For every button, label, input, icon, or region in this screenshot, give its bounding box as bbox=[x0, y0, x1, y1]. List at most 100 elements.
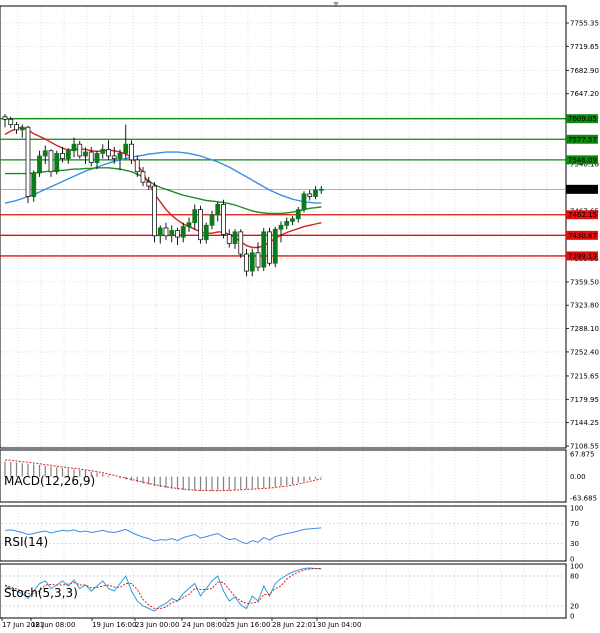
bear-candle bbox=[111, 155, 117, 160]
price-tick-label: 7755.35 bbox=[570, 20, 599, 28]
stoch-label: Stoch(5,3,3) bbox=[4, 586, 78, 600]
price-tick-label: 7323.80 bbox=[570, 302, 599, 310]
bear-candle bbox=[8, 118, 14, 125]
bear-candle bbox=[129, 143, 134, 161]
chart-shift-marker-icon[interactable] bbox=[333, 2, 339, 6]
bull-candle bbox=[284, 220, 290, 226]
bear-candle bbox=[267, 231, 272, 264]
stoch-panel[interactable]: Stoch(5,3,3) bbox=[0, 563, 567, 619]
bear-candle bbox=[106, 149, 111, 157]
bear-candle bbox=[146, 181, 152, 187]
price-tick-label: 7215.65 bbox=[570, 372, 599, 380]
bear-candle bbox=[140, 171, 146, 183]
bear-candle bbox=[163, 227, 169, 237]
bull-candle bbox=[215, 203, 221, 216]
bull-candle bbox=[65, 150, 71, 160]
time-tick-label: 23 Jun 00:00 bbox=[135, 621, 179, 629]
resistance-price-tag bbox=[566, 114, 598, 124]
stoch-tick-label: 100 bbox=[570, 563, 583, 571]
bull-candle bbox=[192, 209, 198, 224]
bear-candle bbox=[134, 159, 140, 173]
bull-candle bbox=[249, 252, 255, 272]
bear-candle bbox=[88, 151, 94, 163]
stoch-tick-label: 20 bbox=[570, 603, 579, 611]
macd-tick-label: 0.00 bbox=[570, 473, 586, 481]
bull-candle bbox=[272, 228, 278, 264]
price-tick-label: 7108.55 bbox=[570, 443, 599, 451]
time-tick-label: 18 Jun 08:00 bbox=[31, 621, 75, 629]
stoch-signal-line bbox=[4, 568, 322, 609]
bull-candle bbox=[94, 152, 100, 163]
bear-candle bbox=[25, 126, 31, 197]
support-price-label: 7462.15 bbox=[568, 211, 597, 219]
rsi-axis: 100 70 30 0 bbox=[570, 505, 583, 564]
bull-candle bbox=[301, 193, 307, 211]
price-tick-label: 7647.20 bbox=[570, 90, 599, 98]
main-panel[interactable] bbox=[0, 5, 567, 449]
bear-candle bbox=[226, 234, 232, 245]
time-tick-label: 28 Jun 22:01 bbox=[272, 621, 316, 629]
bull-candle bbox=[318, 188, 324, 191]
stoch-tick-label: 80 bbox=[570, 573, 579, 581]
rsi-plot bbox=[1, 522, 565, 545]
time-tick-label: 17 Jun 2021 bbox=[2, 621, 44, 629]
bull-candle bbox=[19, 126, 25, 131]
macd-panel[interactable]: MACD(12,26,9) bbox=[0, 449, 567, 503]
macd-signal-line bbox=[4, 459, 322, 492]
rsi-panel[interactable]: RSI(14) bbox=[0, 505, 567, 562]
support-price-tag bbox=[566, 251, 598, 261]
price-tick-label: 7719.65 bbox=[570, 43, 599, 51]
time-tick-label: 30 Jun 04:00 bbox=[317, 621, 361, 629]
bull-candle bbox=[232, 231, 238, 245]
rsi-tick-label: 100 bbox=[570, 505, 583, 513]
stoch-tick-label: 0 bbox=[570, 613, 574, 621]
bear-candle bbox=[307, 193, 313, 197]
bear-candle bbox=[77, 143, 83, 157]
bear-candle bbox=[198, 209, 203, 241]
support-price-label: 7399.19 bbox=[568, 252, 597, 260]
bull-candle bbox=[117, 152, 123, 160]
horizontal-levels bbox=[0, 118, 566, 257]
bull-candle bbox=[123, 143, 129, 154]
bear-candle bbox=[175, 230, 180, 238]
main-grid bbox=[1, 7, 565, 447]
price-axis: 7755.357719.657682.907647.207611.457540.… bbox=[566, 20, 599, 451]
bull-candle bbox=[169, 230, 175, 237]
bull-candle bbox=[31, 172, 37, 197]
bull-candle bbox=[203, 224, 209, 241]
support-price-tag bbox=[566, 210, 598, 220]
candlesticks bbox=[2, 114, 324, 277]
bear-candle bbox=[60, 152, 65, 160]
bull-candle bbox=[313, 189, 318, 197]
bull-candle bbox=[83, 151, 88, 157]
bull-candle bbox=[157, 227, 163, 237]
current-price-label: 7501.00 bbox=[568, 186, 597, 194]
bull-candle bbox=[186, 222, 192, 228]
bear-candle bbox=[2, 116, 8, 120]
bear-candle bbox=[238, 231, 244, 255]
price-tick-label: 7144.25 bbox=[570, 419, 599, 427]
rsi-line bbox=[4, 527, 322, 545]
bear-candle bbox=[152, 185, 157, 237]
bull-candle bbox=[261, 231, 267, 268]
price-tick-label: 7359.50 bbox=[570, 278, 599, 286]
bear-candle bbox=[221, 203, 226, 235]
bull-candle bbox=[100, 149, 106, 154]
macd-tick-label: 67.875 bbox=[570, 451, 595, 459]
time-tick-label: 25 Jun 16:00 bbox=[226, 621, 270, 629]
resistance-price-label: 7577.57 bbox=[568, 136, 597, 144]
resistance-price-tag bbox=[566, 134, 598, 144]
price-tick-label: 7682.90 bbox=[570, 67, 599, 75]
resistance-price-label: 7609.05 bbox=[568, 115, 597, 123]
bull-candle bbox=[37, 155, 42, 174]
resistance-price-tag bbox=[566, 155, 598, 165]
bull-candle bbox=[71, 143, 77, 152]
bull-candle bbox=[295, 209, 301, 220]
rsi-tick-label: 30 bbox=[570, 540, 579, 548]
ma-slow-line bbox=[4, 151, 322, 204]
support-price-tag bbox=[566, 230, 598, 240]
bull-candle bbox=[290, 218, 295, 222]
current-price-tag bbox=[566, 184, 598, 194]
bull-candle bbox=[42, 150, 48, 157]
